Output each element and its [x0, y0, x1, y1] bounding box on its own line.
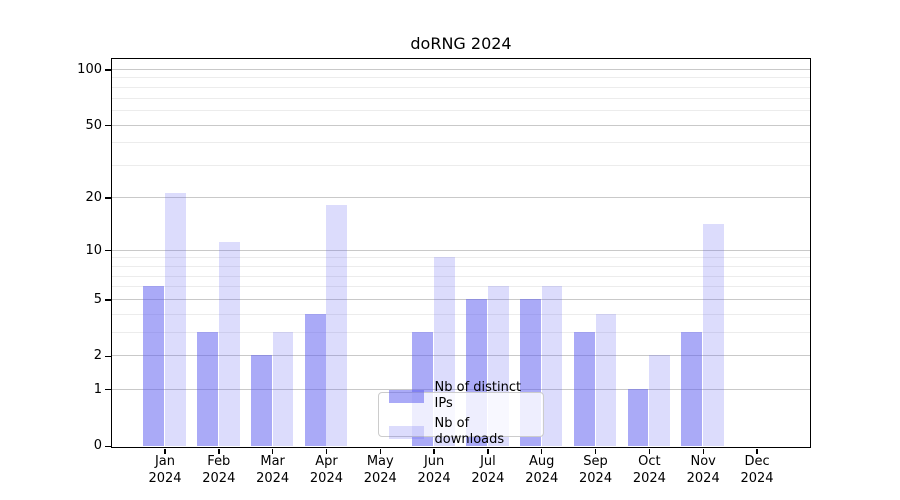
x-axis-tick-jul [487, 448, 489, 454]
legend-row-distinct-ips: Nb of distinct IPs [388, 380, 535, 412]
bar-ips-nov [681, 332, 703, 447]
bar-ips-sep [573, 332, 595, 447]
x-axis-label-may: May 2024 [363, 454, 397, 486]
y-gridline-minor-30 [111, 165, 810, 167]
y-axis-label-100: 100 [77, 61, 102, 77]
x-axis-label-sep: Sep 2024 [579, 454, 613, 486]
y-gridline-minor-9 [111, 257, 810, 259]
y-gridline-minor-8 [111, 265, 810, 267]
y-gridline-minor-4 [111, 313, 810, 315]
bar-downloads-nov [703, 224, 724, 447]
x-axis-tick-dec [756, 448, 758, 454]
y-gridline-minor-60 [111, 109, 810, 111]
legend-row-downloads: Nb of downloads [388, 416, 535, 448]
x-axis-label-feb: Feb 2024 [202, 454, 236, 486]
x-axis-tick-mar [271, 448, 274, 454]
x-axis-tick-sep [594, 448, 597, 454]
x-axis-tick-feb [218, 448, 220, 454]
x-axis-tick-may [379, 448, 381, 454]
y-gridline-major-1 [111, 388, 810, 390]
x-axis-label-jun: Jun 2024 [417, 454, 451, 486]
y-gridline-major-50 [111, 124, 810, 126]
y-axis-label-10: 10 [85, 242, 102, 258]
x-axis-label-dec: Dec 2024 [740, 454, 774, 486]
y-axis-tick-50 [104, 125, 111, 127]
y-axis-label-5: 5 [93, 291, 102, 307]
bar-ips-oct [627, 388, 649, 447]
y-gridline-minor-6 [111, 286, 810, 288]
x-axis-label-nov: Nov 2024 [686, 454, 720, 486]
x-axis-tick-nov [702, 448, 704, 454]
y-gridline-minor-70 [111, 97, 810, 99]
plot-area: Nb of distinct IPs Nb of downloads [110, 57, 811, 448]
y-axis-label-20: 20 [85, 189, 102, 205]
y-gridline-major-2 [111, 355, 810, 357]
x-axis-tick-apr [325, 448, 328, 454]
y-gridline-major-5 [111, 298, 810, 300]
y-axis-tick-10 [104, 250, 111, 252]
chart-title: doRNG 2024 [410, 34, 512, 53]
y-axis-tick-100 [104, 69, 111, 71]
bar-downloads-apr [326, 205, 348, 447]
y-gridline-major-10 [111, 249, 810, 251]
legend-label-downloads: Nb of downloads [434, 416, 505, 447]
y-axis-label-50: 50 [85, 117, 102, 133]
y-gridline-minor-80 [111, 86, 810, 88]
x-axis-label-aug: Aug 2024 [525, 454, 559, 486]
y-axis-label-2: 2 [93, 348, 102, 364]
bar-downloads-aug [541, 286, 563, 447]
x-axis-label-oct: Oct 2024 [632, 454, 666, 486]
x-axis-tick-aug [541, 448, 543, 454]
y-axis-tick-2 [104, 355, 111, 358]
legend-label-distinct-ips: Nb of distinct IPs [434, 380, 522, 411]
bar-downloads-jan [164, 193, 186, 447]
x-axis-tick-oct [648, 448, 651, 454]
x-axis-label-jul: Jul 2024 [471, 454, 505, 486]
y-gridline-major-20 [111, 196, 810, 198]
bar-ips-apr [304, 313, 326, 447]
y-axis-tick-0 [104, 445, 111, 447]
x-axis-label-mar: Mar 2024 [256, 454, 290, 486]
x-axis-tick-jun [433, 448, 435, 454]
y-gridline-minor-40 [111, 142, 810, 144]
bar-downloads-sep [595, 313, 617, 447]
bar-ips-feb [197, 332, 218, 447]
legend: Nb of distinct IPs Nb of downloads [377, 380, 544, 447]
bar-downloads-mar [272, 332, 294, 447]
x-axis-label-jan: Jan 2024 [148, 454, 182, 486]
y-gridline-minor-90 [111, 77, 810, 79]
legend-swatch-distinct-ips [388, 389, 424, 403]
y-axis-label-0: 0 [93, 438, 102, 453]
y-axis-label-1: 1 [93, 381, 102, 397]
y-axis-tick-1 [104, 389, 111, 391]
y-gridline-minor-7 [111, 275, 810, 277]
y-axis-tick-5 [104, 299, 111, 301]
x-axis-label-apr: Apr 2024 [309, 454, 343, 486]
bar-ips-mar [250, 355, 272, 447]
bar-downloads-feb [218, 242, 240, 447]
legend-swatch-downloads [388, 425, 424, 439]
y-gridline-major-100 [111, 68, 810, 70]
x-axis-tick-jan [164, 448, 166, 454]
y-gridline-minor-3 [111, 332, 810, 334]
bar-ips-jan [143, 286, 165, 447]
bar-downloads-oct [649, 355, 671, 447]
y-axis-tick-20 [104, 197, 111, 199]
